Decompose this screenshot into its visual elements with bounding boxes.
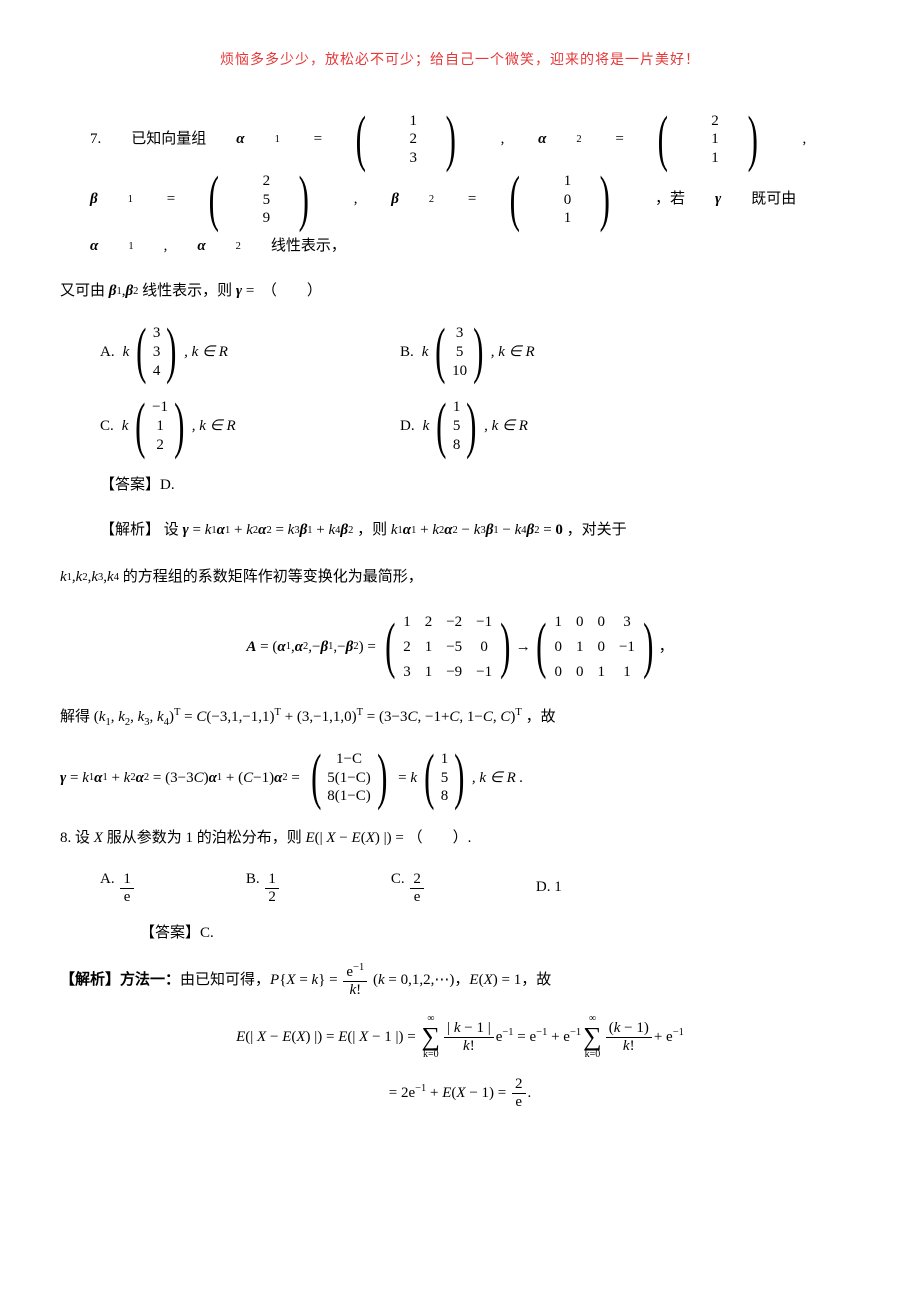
alpha2-def: α2 = (211) — [508, 110, 772, 170]
q7-answer: 【答案】D. — [100, 475, 860, 496]
q7-option-b: B. k (3510) , k ∈ R — [400, 322, 660, 382]
q7-number: 7. — [60, 123, 101, 156]
q8-option-d: D. 1 — [536, 877, 562, 898]
q7-option-a: A. k (334) , k ∈ R — [100, 322, 360, 382]
alpha1-def: α1 = (123) — [206, 110, 470, 170]
q7-stem-mid: ，若 — [625, 183, 685, 216]
q8-option-c: C. 2e — [391, 869, 426, 905]
q8-analysis-line1: 【解析】方法一： 由已知可得， P{X = k} = e−1k! (k = 0,… — [60, 962, 860, 998]
q7-analysis-line1: 【解析】 设 γ = k1α1 + k2α2 = k3β1 + k4β2 ，则 … — [100, 514, 860, 547]
q7-stem-after-alpha: 线性表示， — [241, 230, 346, 263]
q8-derivation-line1: E(| X − E(X) |) = E(| X − 1 |) = ∞∑k=0 |… — [60, 1014, 860, 1060]
beta2-def: β2 = (101) — [361, 170, 625, 230]
q8-answer: 【答案】C. — [140, 923, 860, 944]
q8-derivation-line2: = 2e−1 + E(X − 1) = 2e . — [60, 1076, 860, 1110]
q7-stem: 7. 已知向量组 α1 = (123) , α2 = (211) , β1 = … — [60, 110, 860, 264]
q7-matrix-eq: A = (α1,α2,−β1,−β2) = ( 12−2−1 21−50 31−… — [60, 610, 860, 685]
beta1-def: β1 = (259) — [60, 170, 324, 230]
gamma-symbol: γ — [685, 183, 721, 216]
q7-option-c: C. k (−112) , k ∈ R — [100, 396, 360, 456]
q8-stem: 8. 设 X 服从参数为 1 的泊松分布，则 E(| X − E(X) |) =… — [60, 822, 860, 855]
q7-options-row2: C. k (−112) , k ∈ R D. k (158) , k ∈ R — [100, 396, 860, 456]
q7-analysis-line2: k1,k2,k3,k4 的方程组的系数矩阵作初等变换化为最简形， — [60, 561, 860, 594]
q7-final-line: γ = k1α1 + k2α2 = (3−3C)α1 + (C−1)α2 = (… — [60, 748, 860, 808]
q8-options: A. 1e B. 12 C. 2e D. 1 — [100, 869, 860, 905]
q8-option-b: B. 12 — [246, 869, 281, 905]
q7-options-row1: A. k (334) , k ∈ R B. k (3510) , k ∈ R — [100, 322, 860, 382]
q8-option-a: A. 1e — [100, 869, 136, 905]
q7-option-d: D. k (158) , k ∈ R — [400, 396, 660, 456]
q7-stem-after-gamma: 既可由 — [721, 183, 796, 216]
q7-stem-prefix: 已知向量组 — [101, 123, 206, 156]
q7-stem-line2: 又可由 β1,β2 线性表示，则 γ = （ ） — [60, 275, 860, 308]
page-header: 烦恼多多少少，放松必不可少；给自己一个微笑，迎来的将是一片美好！ — [60, 50, 860, 70]
q7-solve-line: 解得 (k1, k2, k3, k4)T = C(−3,1,−1,1)T + (… — [60, 701, 860, 734]
